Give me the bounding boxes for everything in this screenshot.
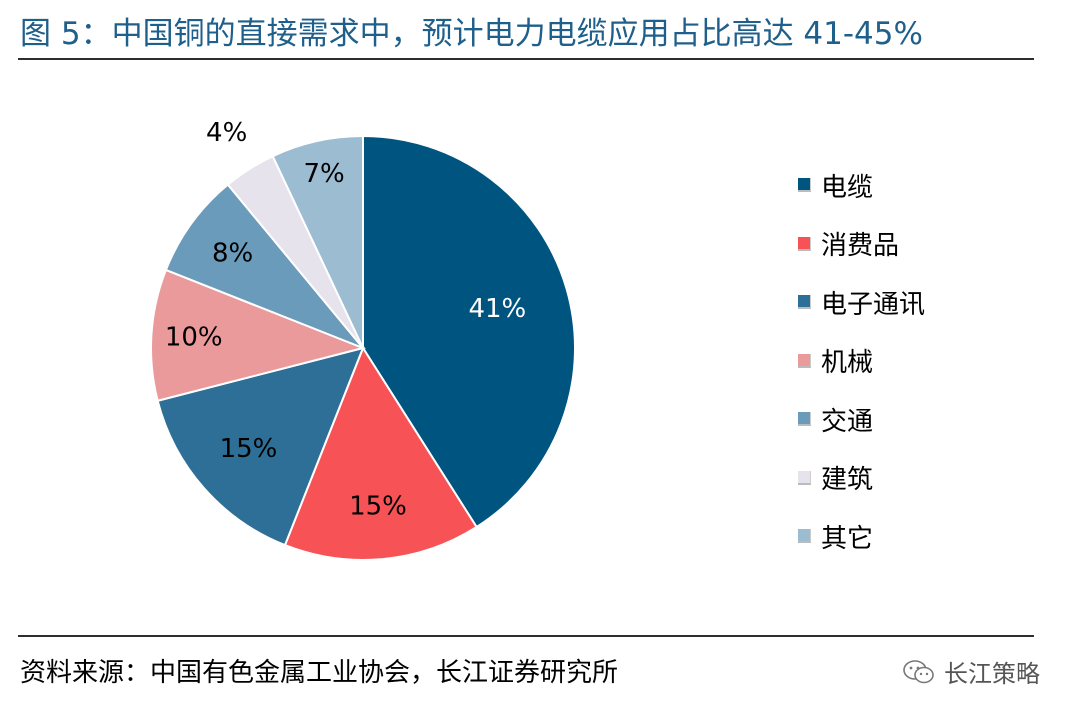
pie-slice-1 [362,134,576,529]
source-note: 资料来源：中国有色金属工业协会，长江证券研究所 [20,658,619,688]
pie-slice-7 [271,134,364,349]
pie-label-3: 15% [220,434,278,464]
legend-swatch [798,529,811,544]
pie-label-2: 15% [349,491,407,521]
legend-item-6: 建筑 [798,449,925,508]
pie-label-5: 8% [212,238,253,268]
legend-item-3: 电子通讯 [798,273,925,332]
legend-label: 建筑 [821,465,874,496]
legend-label: 机械 [821,348,874,379]
legend-swatch [798,236,811,251]
wechat-icon [903,659,934,683]
legend-item-7: 其它 [798,507,925,566]
legend-item-1: 电缆 [798,156,925,215]
legend-swatch [798,470,811,485]
pie-label-7: 7% [304,159,345,189]
chart-title: 图 5：中国铜的直接需求中，预计电力电缆应用占比高达 41-45% [20,16,923,52]
pie-slice-2 [283,345,478,561]
legend-label: 电缆 [821,172,874,203]
pie-label-1: 41% [468,294,526,324]
watermark: 长江策略 [902,654,1040,689]
legend-item-5: 交通 [798,390,925,449]
pie-slice-5 [164,183,364,349]
legend-swatch [798,295,811,310]
legend-label: 消费品 [821,231,900,262]
legend-swatch [798,412,811,427]
legend-label: 其它 [821,523,874,554]
legend-swatch [798,353,811,368]
watermark-text: 长江策略 [944,660,1040,688]
top-divider [18,58,1034,60]
chart-legend: 电缆消费品电子通讯机械交通建筑其它 [798,156,925,566]
legend-item-2: 消费品 [798,215,925,274]
pie-slice-4 [150,268,367,402]
pie-slice-3 [156,346,365,547]
pie-label-6: 4% [206,118,247,148]
pie-label-4: 10% [165,322,223,352]
legend-label: 电子通讯 [821,289,926,320]
pie-slices [150,134,576,561]
legend-swatch [798,178,811,193]
pie-labels: 41% 15% 15% 10% 8% 4% 7% [165,118,526,521]
bottom-divider [18,635,1034,637]
legend-item-4: 机械 [798,332,925,391]
legend-label: 交通 [821,406,874,437]
